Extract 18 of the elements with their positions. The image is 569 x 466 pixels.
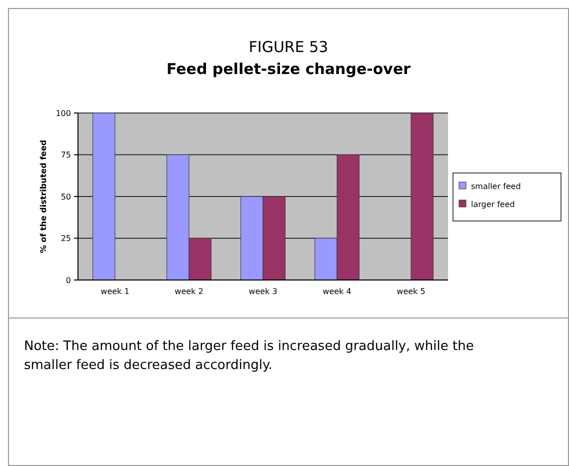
y-tick-label: 25	[60, 234, 71, 244]
bar	[410, 112, 434, 280]
legend-label: smaller feed	[471, 182, 521, 191]
x-tick-label: week 2	[174, 287, 204, 296]
y-tick-label: 50	[60, 192, 71, 202]
x-tick-label: week 4	[322, 287, 352, 296]
x-tick-label: week 5	[396, 287, 426, 296]
x-tick-label: week 3	[248, 287, 278, 296]
text: Note: The amount of the larger feed is increased gradually, while the smaller feed is decreased accordingly.	[24, 339, 474, 373]
chart-title: FIGURE 53	[248, 38, 328, 56]
chart-subtitle: Feed pellet-size change-over	[166, 60, 412, 78]
x-tick-label: week 1	[100, 287, 130, 296]
y-tick-label: 0	[66, 276, 71, 285]
bar	[92, 112, 116, 280]
y-axis-title: % of the distributed feed	[39, 140, 48, 254]
legend-label: larger feed	[471, 200, 515, 209]
y-tick-label: 100	[56, 108, 71, 118]
y-tick-label: 75	[60, 150, 71, 160]
